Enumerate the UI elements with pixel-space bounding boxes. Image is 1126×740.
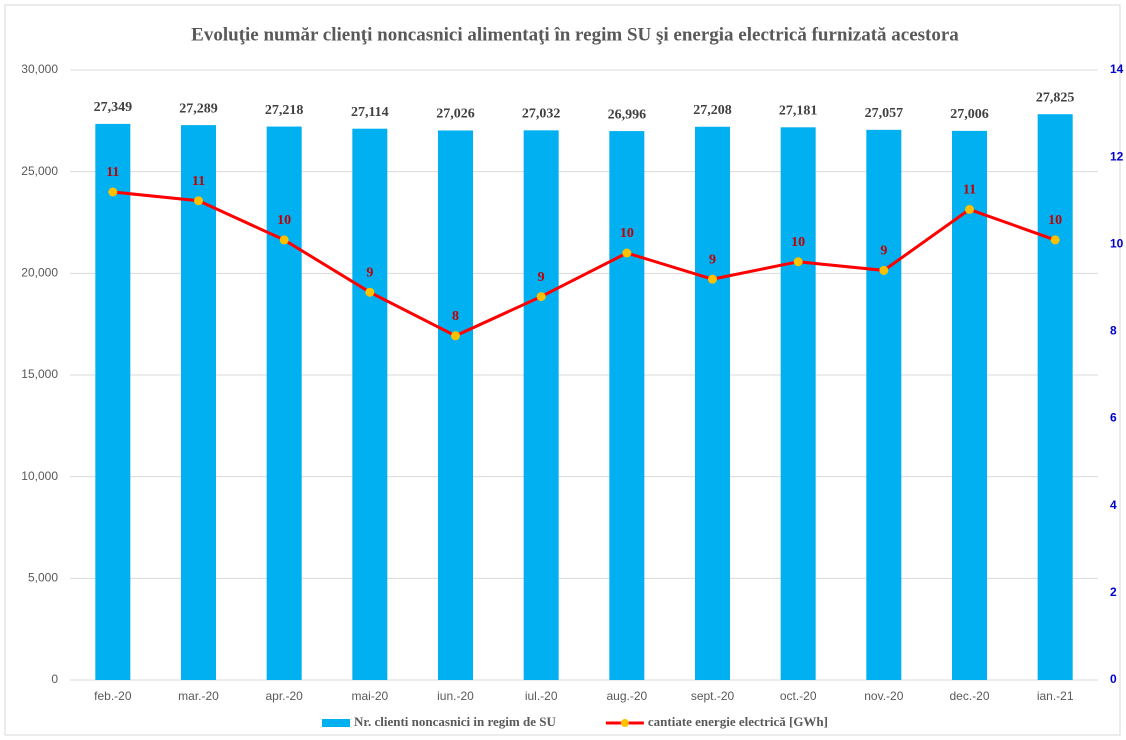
bar-value-label: 27,181 [779, 104, 818, 119]
line-marker [536, 292, 546, 302]
bar [352, 128, 388, 680]
bar [695, 126, 730, 680]
bar [952, 130, 987, 681]
x-tick-label: apr.-20 [265, 689, 303, 703]
line-value-label: 11 [963, 183, 976, 198]
bar-value-label: 27,825 [1036, 90, 1075, 105]
legend-swatch [322, 719, 350, 727]
x-tick-label: ian.-21 [1037, 689, 1074, 703]
x-tick-label: dec.-20 [949, 689, 989, 703]
line-value-label: 11 [192, 174, 205, 189]
bar [95, 123, 131, 680]
x-tick-label: mai-20 [351, 689, 388, 703]
line-value-label: 11 [106, 165, 119, 180]
y2-tick-label: 2 [1110, 585, 1117, 599]
bar-value-label: 27,032 [522, 107, 561, 122]
bar-value-label: 27,289 [179, 101, 218, 116]
bar-value-label: 27,349 [94, 100, 133, 115]
bar-value-label: 27,218 [265, 103, 304, 118]
bar [181, 125, 216, 681]
line-marker [1050, 235, 1060, 245]
line-value-label: 10 [277, 213, 291, 228]
line-value-label: 9 [880, 244, 887, 259]
bar-value-label: 27,057 [865, 106, 904, 121]
y-tick-label: 5,000 [28, 571, 58, 585]
x-tick-label: mar.-20 [178, 689, 219, 703]
line-value-label: 8 [452, 309, 459, 324]
bar [266, 126, 302, 681]
y2-tick-label: 6 [1110, 411, 1117, 425]
line-value-label: 10 [791, 235, 805, 250]
bar-value-label: 27,208 [693, 103, 732, 118]
bar [780, 127, 816, 681]
x-tick-label: sept.-20 [691, 689, 735, 703]
x-tick-label: feb.-20 [94, 689, 132, 703]
line-marker [194, 196, 203, 206]
y-tick-label: 25,000 [21, 164, 58, 178]
y2-tick-label: 12 [1110, 149, 1124, 163]
x-tick-label: iul.-20 [525, 689, 558, 703]
chart-title: Evoluţie număr clienţi noncasnici alimen… [191, 24, 959, 45]
x-tick-label: oct.-20 [780, 689, 817, 703]
y2-tick-label: 0 [1110, 672, 1117, 686]
line-marker [965, 204, 974, 214]
line-marker [622, 248, 632, 258]
x-tick-label: iun.-20 [437, 689, 474, 703]
y-tick-label: 20,000 [21, 266, 58, 280]
bar [523, 130, 559, 680]
line-value-label: 9 [538, 270, 545, 285]
y-tick-label: 10,000 [21, 469, 58, 483]
y2-tick-label: 8 [1110, 324, 1117, 338]
bar [609, 131, 645, 681]
y-tick-label: 30,000 [21, 62, 58, 76]
y-tick-label: 0 [51, 672, 58, 686]
y2-tick-label: 14 [1110, 62, 1124, 76]
bar-value-label: 27,006 [950, 107, 989, 122]
line-marker [793, 257, 803, 267]
line-marker [708, 274, 717, 284]
bar-value-label: 26,996 [608, 107, 647, 122]
legend-marker [620, 719, 629, 727]
line-marker [451, 331, 460, 341]
line-marker [108, 187, 118, 197]
line-marker [279, 235, 289, 245]
legend-label: cantiate energie electrică [GWh] [648, 714, 828, 729]
line-value-label: 10 [1048, 213, 1062, 228]
bar [1037, 114, 1073, 681]
line [112, 190, 1056, 338]
y2-tick-label: 4 [1110, 498, 1117, 512]
line-marker [879, 265, 889, 275]
bar [438, 130, 473, 681]
x-tick-label: nov.-20 [864, 689, 903, 703]
bar-value-label: 27,114 [351, 105, 389, 120]
y-tick-label: 15,000 [21, 367, 58, 381]
line-value-label: 10 [620, 226, 634, 241]
bar-value-label: 27,026 [436, 107, 475, 122]
bar [866, 129, 902, 680]
line-marker [365, 287, 375, 297]
x-tick-label: aug.-20 [606, 689, 647, 703]
legend-label: Nr. clienti noncasnici in regim de SU [354, 714, 556, 729]
line-value-label: 9 [366, 265, 373, 280]
y2-tick-label: 10 [1110, 236, 1124, 250]
line-value-label: 9 [709, 252, 716, 267]
